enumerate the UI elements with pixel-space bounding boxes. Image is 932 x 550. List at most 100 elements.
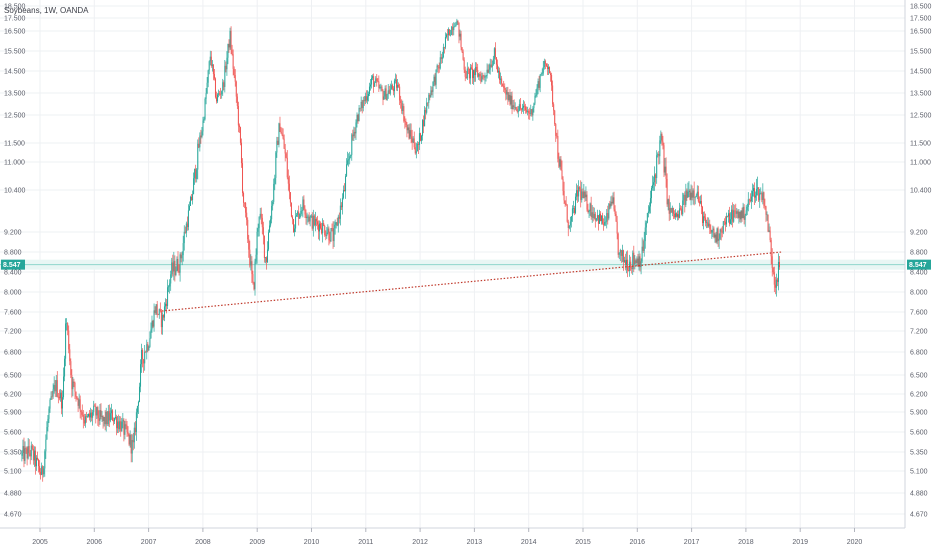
candle-body [239,127,241,143]
candle-body [641,246,643,262]
candle-body [95,406,97,416]
candle-body [272,201,274,206]
candle-body [223,82,225,87]
candle-body [543,60,545,68]
candle-body [244,202,246,204]
candle-body [448,29,450,36]
candle-body [466,68,468,79]
candle-body [106,411,108,425]
candle-body [624,260,626,266]
candle-body [243,193,245,203]
candle-body [163,306,165,318]
candle-body [585,194,587,198]
price-tick-label-left: 5.350 [4,450,22,457]
candle-body [248,239,250,250]
candle-body [390,85,392,90]
candle-body [66,323,68,324]
price-tick-label-right: 5.100 [910,469,928,476]
candle-body [533,103,535,108]
candle-body [475,66,477,75]
candle-body [60,392,62,409]
candle-body [192,194,194,201]
candle-body [715,234,717,243]
candle-body [675,213,677,217]
candle-body [200,135,202,138]
candle-body [517,110,519,112]
candle-body [33,450,35,461]
candle-body [551,74,553,86]
candle-body [175,270,177,275]
candle-body [305,214,307,219]
candle-body [143,359,145,364]
candle-body [407,127,409,131]
candle-body [536,87,538,96]
candle-body [659,140,661,157]
candle-body [312,215,314,229]
candle-body [442,47,444,57]
candle-body [234,75,236,82]
candle-body [271,205,273,220]
candle-body [100,410,102,417]
candle-body [576,190,578,197]
candle-body [396,79,398,88]
time-tick-label: 2008 [195,539,211,546]
price-tick-label-right: 13.500 [910,91,932,98]
candle-body [597,215,599,224]
candle-body [126,425,128,432]
candle-body [50,396,52,400]
candle-body [133,427,135,443]
candle-body [191,196,193,201]
candle-body [342,189,344,198]
last-price-tag-text-right: 8.547 [909,262,927,269]
candle-body [251,261,253,275]
price-tick-label-left: 6.200 [4,392,22,399]
candle-body [728,213,730,217]
candle-body [572,208,574,209]
price-tick-label-right: 11.000 [910,160,931,167]
candle-body [75,391,77,397]
time-axis[interactable]: 2005 2006 2007 2008 2009 2010 2011 2012 2013 2014… [32,528,862,546]
candle-body [221,91,223,95]
candle-body [270,219,272,226]
price-tick-label-right: 18.500 [910,4,932,11]
candle-body [544,60,546,64]
candle-body [181,255,183,259]
candle-body [699,201,701,204]
trendline[interactable] [161,251,782,312]
candle-body [584,191,586,198]
candle-body [57,396,59,398]
candle-body [700,201,702,207]
candle-body [528,110,530,114]
price-axis[interactable]: 4.670 4.670 4.880 4.880 5.100 5.100 5.350 5.350… [4,4,932,519]
candle-body [515,106,517,109]
candle-body [137,401,139,406]
candle-body [652,184,654,189]
candle-body [253,282,255,290]
candle-body [681,208,683,215]
candle-body [513,105,515,108]
candle-body [646,213,648,223]
candle-body [27,446,29,459]
candle-body [116,416,118,429]
candle-body [678,214,680,218]
candle-body [268,232,270,250]
candle-body [445,34,447,38]
candle-body [379,87,381,89]
candle-body [206,82,208,94]
candle-body [718,238,720,241]
candle-body [764,205,766,207]
candle-body [327,228,329,233]
candle-body [161,315,163,328]
candle-body [402,106,404,112]
candle-body [698,201,700,204]
candle-body [105,411,107,425]
candle-body [220,93,222,95]
candle-body [374,82,376,87]
candle-body [362,100,364,109]
time-tick-label: 2014 [521,539,537,546]
candle-body [165,303,167,307]
candle-body [468,68,470,79]
candle-body [209,56,211,62]
candle-body [355,122,357,134]
